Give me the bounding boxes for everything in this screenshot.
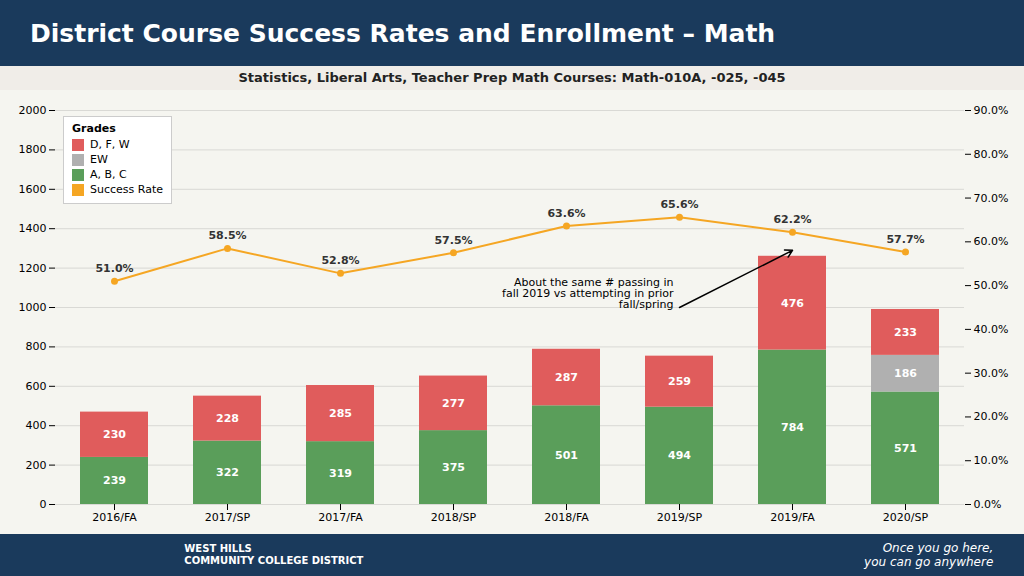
svg-text:476: 476 [781,297,804,310]
html-text:Statistics, Liberal Arts, Teac: Statistics, Liberal Arts, Teacher Prep M… [238,70,786,85]
html-text:Grades: Grades [72,122,116,135]
svg-text:65.6%: 65.6% [660,198,698,211]
svg-text:62.2%: 62.2% [773,213,811,226]
svg-text:287: 287 [555,371,578,384]
svg-text:1400: 1400 [19,222,47,235]
html-text:Success Rate: Success Rate [90,183,163,196]
html-text:D, F, W: D, F, W [90,138,130,151]
svg-text:2000: 2000 [19,104,47,117]
svg-text:30.0%: 30.0% [974,367,1009,380]
svg-text:200: 200 [26,459,47,472]
svg-text:1600: 1600 [19,183,47,196]
svg-text:2017/SP: 2017/SP [205,511,251,524]
svg-text:About the same # passing infal: About the same # passing infall 2019 vs … [502,276,674,311]
svg-text:259: 259 [668,375,691,388]
svg-text:2016/FA: 2016/FA [92,511,137,524]
svg-text:90.0%: 90.0% [974,104,1009,117]
svg-text:228: 228 [216,412,239,425]
svg-text:50.0%: 50.0% [974,279,1009,292]
svg-text:494: 494 [668,449,691,462]
svg-text:501: 501 [555,449,578,462]
svg-text:186: 186 [894,367,917,380]
html-text:Once you go here, you can go a: Once you go here, you can go anywhere [864,540,994,569]
svg-text:800: 800 [26,340,47,353]
html-text:A, B, C: A, B, C [90,168,127,181]
html-text:WEST HILLS COMMUNITY COLLEGE D: WEST HILLS COMMUNITY COLLEGE DISTRICT [184,543,364,566]
svg-text:2017/FA: 2017/FA [318,511,363,524]
svg-text:1200: 1200 [19,262,47,275]
svg-text:1800: 1800 [19,143,47,156]
svg-text:784: 784 [781,421,804,434]
svg-text:600: 600 [26,380,47,393]
svg-text:80.0%: 80.0% [974,148,1009,161]
svg-text:375: 375 [442,461,465,474]
svg-text:58.5%: 58.5% [208,229,246,242]
svg-text:571: 571 [894,442,917,455]
svg-text:52.8%: 52.8% [321,254,359,267]
svg-text:1000: 1000 [19,301,47,314]
svg-text:51.0%: 51.0% [95,262,133,275]
svg-text:285: 285 [329,407,352,420]
svg-text:10.0%: 10.0% [974,454,1009,467]
svg-text:63.6%: 63.6% [547,207,585,220]
svg-text:2018/SP: 2018/SP [431,511,477,524]
svg-text:60.0%: 60.0% [974,235,1009,248]
svg-text:400: 400 [26,419,47,432]
html-text:EW: EW [90,153,108,166]
svg-text:0.0%: 0.0% [974,498,1002,511]
svg-text:20.0%: 20.0% [974,410,1009,423]
svg-text:319: 319 [329,467,352,480]
svg-text:57.7%: 57.7% [886,233,924,246]
svg-text:57.5%: 57.5% [434,234,472,247]
svg-text:2018/FA: 2018/FA [544,511,589,524]
svg-text:70.0%: 70.0% [974,192,1009,205]
svg-text:40.0%: 40.0% [974,323,1009,336]
svg-text:2019/SP: 2019/SP [657,511,703,524]
svg-text:2019/FA: 2019/FA [770,511,815,524]
svg-text:277: 277 [442,397,465,410]
svg-text:0: 0 [40,498,47,511]
html-text:District Course Success Rates: District Course Success Rates and Enroll… [30,18,776,48]
svg-text:239: 239 [103,474,126,487]
svg-text:233: 233 [894,326,917,339]
svg-text:322: 322 [216,466,239,479]
svg-text:2020/SP: 2020/SP [883,511,929,524]
svg-text:230: 230 [103,428,126,441]
